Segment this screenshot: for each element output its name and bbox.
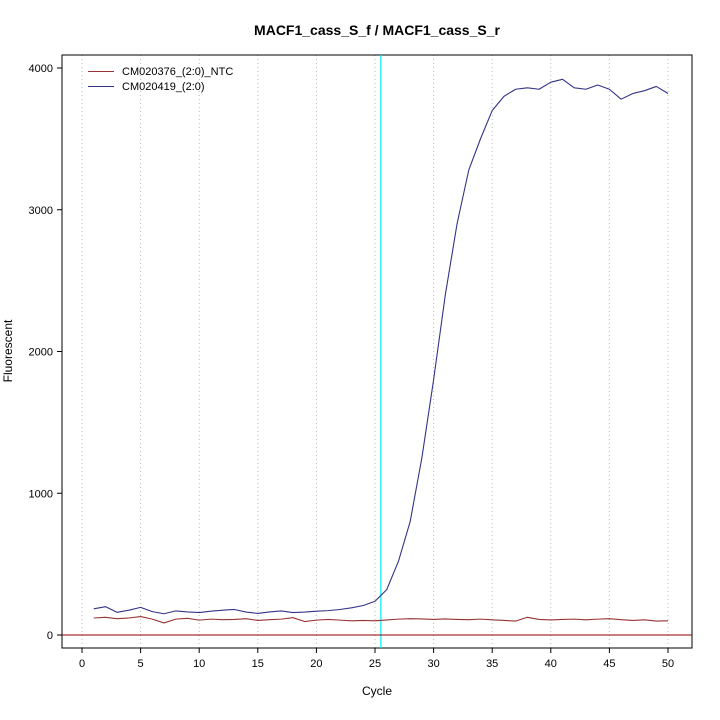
svg-text:0: 0 <box>47 630 53 642</box>
svg-text:20: 20 <box>310 658 322 670</box>
svg-text:0: 0 <box>79 658 85 670</box>
svg-text:25: 25 <box>369 658 381 670</box>
svg-text:15: 15 <box>252 658 264 670</box>
legend-label-ntc: CM020376_(2:0)_NTC <box>122 65 234 78</box>
legend-item-sample: CM020419_(2:0) <box>88 79 233 94</box>
svg-text:5: 5 <box>138 658 144 670</box>
sample-line-swatch <box>88 86 114 87</box>
svg-text:40: 40 <box>545 658 557 670</box>
svg-text:30: 30 <box>427 658 439 670</box>
ntc-line-swatch <box>88 71 114 72</box>
svg-text:3000: 3000 <box>29 205 53 217</box>
svg-text:10: 10 <box>193 658 205 670</box>
x-axis-label: Cycle <box>361 684 392 698</box>
svg-text:35: 35 <box>486 658 498 670</box>
svg-text:4000: 4000 <box>29 63 53 75</box>
legend-label-sample: CM020419_(2:0) <box>122 80 205 93</box>
svg-text:2000: 2000 <box>29 347 53 359</box>
legend: CM020376_(2:0)_NTC CM020419_(2:0) <box>88 64 233 94</box>
chart-title: MACF1_cass_S_f / MACF1_cass_S_r <box>254 22 500 38</box>
svg-text:1000: 1000 <box>29 488 53 500</box>
svg-text:45: 45 <box>603 658 615 670</box>
legend-item-ntc: CM020376_(2:0)_NTC <box>88 64 233 79</box>
svg-text:50: 50 <box>662 658 674 670</box>
